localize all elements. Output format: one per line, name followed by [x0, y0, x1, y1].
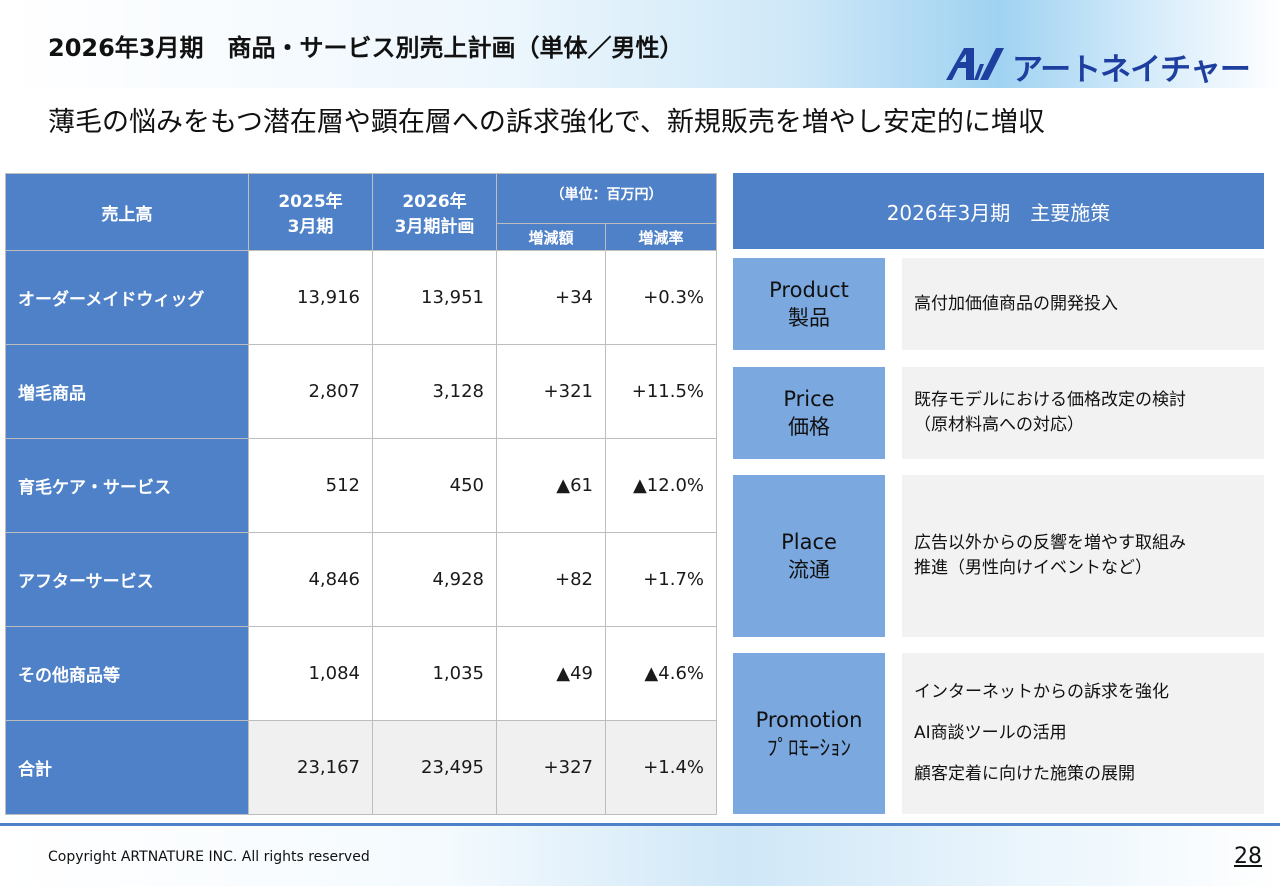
table-row: 増毛商品 2,807 3,128 +321 +11.5%: [5, 344, 717, 439]
row-label: その他商品等: [5, 626, 249, 721]
cell-diff: +321: [496, 344, 606, 439]
cell-diff: +34: [496, 250, 606, 345]
cell-fy2025: 23,167: [248, 720, 373, 815]
header-fy2026-line2: 3月期計画: [394, 217, 475, 237]
measure-label-en: Place: [781, 530, 837, 554]
measure-desc-price: 既存モデルにおける価格改定の検討 （原材料高への対応）: [902, 367, 1264, 459]
cell-fy2025: 13,916: [248, 250, 373, 345]
cell-rate: +0.3%: [605, 250, 717, 345]
cell-diff: ▲61: [496, 438, 606, 533]
page-subtitle: 薄毛の悩みをもつ潜在層や顕在層への訴求強化で、新規販売を増やし安定的に増収: [48, 107, 1045, 138]
measure-label-en: Product: [769, 278, 849, 302]
row-label: 育毛ケア・サービス: [5, 438, 249, 533]
cell-diff: ▲49: [496, 626, 606, 721]
logo-mark-icon: [946, 48, 1004, 80]
table-row: アフターサービス 4,846 4,928 +82 +1.7%: [5, 532, 717, 627]
table-row: オーダーメイドウィッグ 13,916 13,951 +34 +0.3%: [5, 250, 717, 345]
measure-desc-place: 広告以外からの反響を増やす取組み 推進（男性向けイベントなど）: [902, 475, 1264, 637]
row-label: アフターサービス: [5, 532, 249, 627]
cell-rate: +1.7%: [605, 532, 717, 627]
row-label: 合計: [5, 720, 249, 815]
copyright-text: Copyright ARTNATURE INC. All rights rese…: [48, 849, 370, 865]
cell-fy2026: 1,035: [372, 626, 497, 721]
company-logo: アートネイチャー: [944, 44, 1264, 88]
measures-title: 2026年3月期 主要施策: [733, 173, 1264, 249]
measure-desc-line: 広告以外からの反響を増やす取組み: [914, 533, 1186, 553]
measure-label-ja: 流通: [788, 558, 830, 582]
measure-desc-line: 既存モデルにおける価格改定の検討: [914, 390, 1186, 410]
measure-desc-line: AI商談ツールの活用: [914, 723, 1067, 743]
cell-fy2026: 450: [372, 438, 497, 533]
header-diff: 増減額: [496, 223, 606, 251]
cell-diff: +82: [496, 532, 606, 627]
row-label: オーダーメイドウィッグ: [5, 250, 249, 345]
measure-label-en: Promotion: [755, 707, 863, 732]
table-row-total: 合計 23,167 23,495 +327 +1.4%: [5, 720, 717, 815]
cell-fy2025: 512: [248, 438, 373, 533]
measure-label-place: Place 流通: [733, 475, 885, 637]
measure-label-ja: ﾌﾟﾛﾓｰｼｮﾝ: [767, 735, 851, 760]
measure-desc-line: インターネットからの訴求を強化: [914, 682, 1169, 702]
logo-text: アートネイチャー: [1012, 52, 1251, 88]
header-fy2026-line1: 2026年: [402, 192, 467, 212]
cell-rate: +11.5%: [605, 344, 717, 439]
measure-label-ja: 価格: [788, 415, 830, 439]
measure-label-price: Price 価格: [733, 367, 885, 459]
cell-fy2026: 4,928: [372, 532, 497, 627]
footer-divider: [0, 823, 1280, 826]
header-fy2025-line1: 2025年: [278, 192, 343, 212]
cell-fy2025: 4,846: [248, 532, 373, 627]
header-rate: 増減率: [605, 223, 717, 251]
measure-desc-line: 顧客定着に向けた施策の展開: [914, 764, 1135, 784]
table-row: 育毛ケア・サービス 512 450 ▲61 ▲12.0%: [5, 438, 717, 533]
header-fy2025: 2025年 3月期: [248, 173, 373, 251]
cell-rate: +1.4%: [605, 720, 717, 815]
measure-desc-promotion: インターネットからの訴求を強化 AI商談ツールの活用 顧客定着に向けた施策の展開: [902, 653, 1264, 814]
cell-fy2026: 23,495: [372, 720, 497, 815]
measure-desc-product: 高付加価値商品の開発投入: [902, 258, 1264, 350]
header-banner: [0, 0, 1280, 88]
cell-fy2026: 3,128: [372, 344, 497, 439]
cell-rate: ▲4.6%: [605, 626, 717, 721]
measure-label-promotion: Promotion ﾌﾟﾛﾓｰｼｮﾝ: [733, 653, 885, 814]
cell-fy2025: 2,807: [248, 344, 373, 439]
footer-band: [0, 826, 1280, 886]
header-fy2026: 2026年 3月期計画: [372, 173, 497, 251]
measure-label-en: Price: [783, 387, 835, 411]
cell-rate: ▲12.0%: [605, 438, 717, 533]
measure-label-ja: 製品: [788, 306, 830, 330]
header-unit: （単位：百万円）: [496, 173, 717, 224]
measure-desc-line: 推進（男性向けイベントなど）: [914, 558, 1152, 578]
cell-fy2026: 13,951: [372, 250, 497, 345]
measure-label-product: Product 製品: [733, 258, 885, 350]
sales-plan-table: 売上高 2025年 3月期 2026年 3月期計画 （単位：百万円） 増減額 増…: [5, 173, 717, 815]
cell-fy2025: 1,084: [248, 626, 373, 721]
page-number: 28: [1234, 844, 1262, 869]
header-fy2025-line2: 3月期: [287, 217, 334, 237]
table-row: その他商品等 1,084 1,035 ▲49 ▲4.6%: [5, 626, 717, 721]
cell-diff: +327: [496, 720, 606, 815]
measure-desc-line: 高付加価値商品の開発投入: [914, 293, 1118, 314]
measure-desc-line: （原材料高への対応）: [914, 415, 1084, 435]
header-sales-label: 売上高: [5, 173, 249, 251]
page-title: 2026年3月期 商品・サービス別売上計画（単体／男性）: [48, 34, 684, 62]
row-label: 増毛商品: [5, 344, 249, 439]
